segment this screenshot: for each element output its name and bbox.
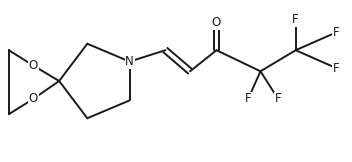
Text: F: F: [275, 92, 281, 105]
Text: N: N: [125, 55, 134, 68]
Text: O: O: [29, 59, 38, 72]
Text: O: O: [212, 16, 221, 29]
Text: F: F: [245, 92, 251, 105]
Text: F: F: [333, 26, 339, 39]
Text: F: F: [333, 62, 339, 75]
Text: F: F: [293, 13, 299, 26]
Text: O: O: [29, 92, 38, 105]
